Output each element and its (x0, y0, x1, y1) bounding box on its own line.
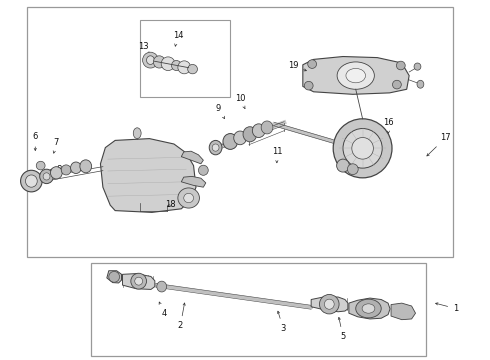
Ellipse shape (178, 188, 199, 208)
Ellipse shape (343, 129, 382, 168)
Ellipse shape (223, 134, 238, 149)
Text: 14: 14 (172, 31, 183, 46)
Polygon shape (391, 303, 416, 320)
Text: 7: 7 (53, 138, 59, 153)
Polygon shape (349, 298, 390, 319)
Ellipse shape (178, 61, 191, 74)
Ellipse shape (153, 56, 165, 68)
Ellipse shape (333, 119, 392, 178)
Ellipse shape (243, 127, 257, 142)
Polygon shape (181, 151, 203, 164)
Ellipse shape (209, 140, 222, 155)
Ellipse shape (184, 193, 194, 203)
Ellipse shape (212, 144, 219, 151)
Polygon shape (311, 297, 348, 312)
Text: 11: 11 (271, 148, 282, 163)
Ellipse shape (133, 128, 141, 139)
Polygon shape (181, 176, 206, 187)
Text: 19: 19 (288, 61, 306, 71)
Text: 3: 3 (277, 311, 286, 333)
Polygon shape (100, 139, 196, 212)
Bar (91, 263, 426, 356)
Text: 10: 10 (235, 94, 245, 109)
Ellipse shape (414, 63, 421, 70)
Text: 4: 4 (159, 302, 167, 318)
Ellipse shape (50, 167, 62, 179)
Text: 15: 15 (355, 159, 366, 174)
Ellipse shape (319, 294, 339, 314)
Text: 13: 13 (138, 42, 149, 54)
Ellipse shape (352, 138, 373, 159)
Ellipse shape (346, 68, 366, 83)
Text: 8: 8 (50, 165, 61, 174)
Ellipse shape (308, 60, 317, 68)
Ellipse shape (143, 52, 158, 68)
Polygon shape (303, 57, 409, 94)
Ellipse shape (304, 81, 313, 90)
Text: 2: 2 (178, 303, 185, 330)
Ellipse shape (40, 169, 53, 184)
Bar (27, 7, 453, 257)
Ellipse shape (147, 56, 154, 64)
Ellipse shape (392, 80, 401, 89)
Ellipse shape (135, 277, 143, 285)
Text: 5: 5 (338, 318, 345, 341)
Text: 9: 9 (216, 104, 224, 119)
Ellipse shape (234, 131, 246, 145)
Text: 16: 16 (383, 118, 393, 133)
Ellipse shape (61, 165, 71, 175)
Ellipse shape (396, 61, 405, 70)
Ellipse shape (80, 160, 92, 173)
Ellipse shape (71, 162, 81, 174)
Ellipse shape (324, 299, 334, 309)
Ellipse shape (356, 299, 381, 318)
Ellipse shape (25, 175, 37, 187)
Ellipse shape (131, 273, 147, 289)
Polygon shape (107, 271, 122, 283)
Text: 18: 18 (165, 200, 176, 209)
Text: 1: 1 (436, 303, 458, 313)
Ellipse shape (161, 57, 175, 71)
Ellipse shape (337, 62, 374, 89)
Ellipse shape (198, 165, 208, 175)
Ellipse shape (43, 173, 50, 180)
Ellipse shape (347, 164, 358, 175)
Ellipse shape (36, 161, 45, 170)
Ellipse shape (417, 80, 424, 88)
Ellipse shape (188, 64, 197, 74)
Text: 17: 17 (427, 133, 451, 156)
Text: 6: 6 (33, 132, 38, 150)
Ellipse shape (21, 170, 42, 192)
Ellipse shape (362, 304, 375, 313)
Ellipse shape (252, 124, 265, 138)
Ellipse shape (157, 281, 167, 292)
Text: 12: 12 (335, 156, 346, 172)
Bar (140, 20, 230, 97)
Ellipse shape (337, 159, 349, 172)
Polygon shape (122, 274, 155, 289)
Ellipse shape (261, 121, 273, 134)
Ellipse shape (172, 60, 181, 71)
Ellipse shape (109, 271, 120, 282)
